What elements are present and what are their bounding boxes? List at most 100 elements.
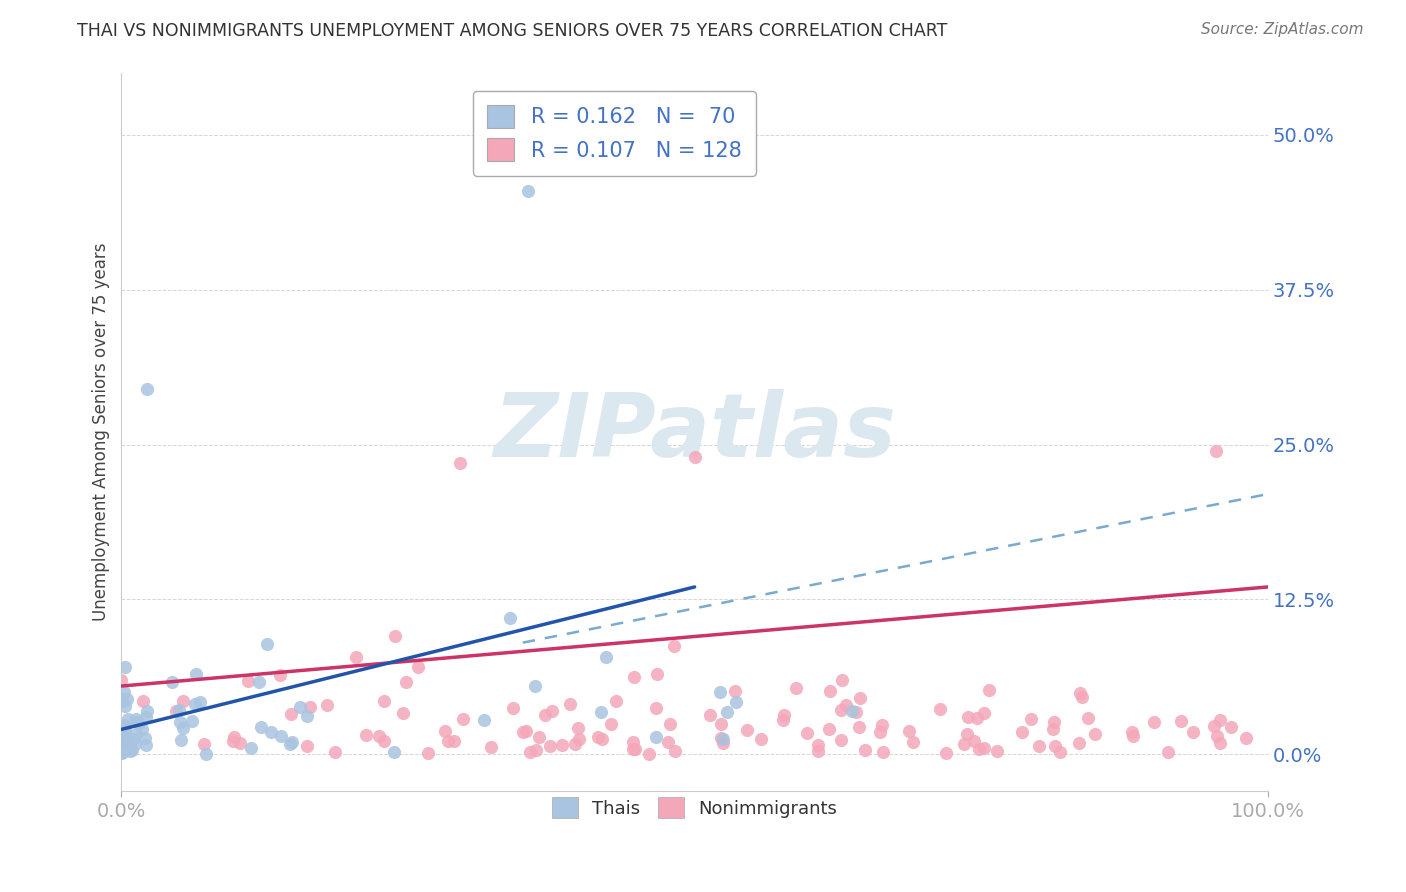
Point xyxy=(966,711,988,725)
Point xyxy=(437,733,460,747)
Point xyxy=(114,724,136,739)
Point xyxy=(621,734,644,748)
Point xyxy=(181,714,204,728)
Point xyxy=(1121,725,1143,739)
Point xyxy=(112,739,135,753)
Point xyxy=(110,736,132,750)
Point xyxy=(260,724,283,739)
Point xyxy=(644,731,666,745)
Point xyxy=(114,729,136,743)
Point xyxy=(806,744,828,758)
Point xyxy=(527,731,550,745)
Point xyxy=(870,717,893,731)
Point xyxy=(373,733,395,747)
Point xyxy=(807,739,830,753)
Point xyxy=(683,450,706,464)
Point xyxy=(172,721,194,735)
Point xyxy=(120,733,142,747)
Point xyxy=(298,700,321,714)
Point xyxy=(1157,746,1180,760)
Point xyxy=(796,726,818,740)
Point xyxy=(131,722,153,736)
Point xyxy=(929,702,952,716)
Point xyxy=(517,184,540,198)
Point xyxy=(121,732,143,747)
Point xyxy=(135,738,157,752)
Point xyxy=(1011,724,1033,739)
Point xyxy=(591,732,613,747)
Point xyxy=(986,744,1008,758)
Point xyxy=(472,713,495,727)
Point xyxy=(418,747,440,761)
Point xyxy=(247,675,270,690)
Point xyxy=(193,737,215,751)
Point xyxy=(406,659,429,673)
Point xyxy=(624,742,647,756)
Point xyxy=(1205,443,1227,458)
Point xyxy=(125,712,148,726)
Point xyxy=(519,745,541,759)
Point xyxy=(737,723,759,737)
Point xyxy=(841,704,863,718)
Point xyxy=(1069,686,1091,700)
Point xyxy=(658,717,681,731)
Point xyxy=(354,728,377,742)
Point xyxy=(1028,739,1050,754)
Point xyxy=(111,724,134,739)
Point xyxy=(124,737,146,751)
Point xyxy=(195,747,218,761)
Point xyxy=(499,611,522,625)
Point xyxy=(434,724,457,739)
Text: Source: ZipAtlas.com: Source: ZipAtlas.com xyxy=(1201,22,1364,37)
Point xyxy=(323,745,346,759)
Point xyxy=(1202,719,1225,733)
Point xyxy=(112,733,135,747)
Point xyxy=(1170,714,1192,728)
Point xyxy=(662,639,685,653)
Point xyxy=(623,669,645,683)
Point xyxy=(344,649,367,664)
Point xyxy=(595,649,617,664)
Point xyxy=(479,739,502,754)
Point xyxy=(443,733,465,747)
Point xyxy=(591,705,613,719)
Point xyxy=(538,739,561,753)
Point xyxy=(121,743,143,757)
Point xyxy=(110,737,132,751)
Text: THAI VS NONIMMIGRANTS UNEMPLOYMENT AMONG SENIORS OVER 75 YEARS CORRELATION CHART: THAI VS NONIMMIGRANTS UNEMPLOYMENT AMONG… xyxy=(77,22,948,40)
Point xyxy=(1209,713,1232,727)
Point xyxy=(1084,726,1107,740)
Point xyxy=(534,708,557,723)
Point xyxy=(638,747,661,761)
Point xyxy=(120,741,142,756)
Point xyxy=(711,731,734,746)
Point xyxy=(240,741,263,756)
Point xyxy=(278,738,301,752)
Point xyxy=(295,709,318,723)
Point xyxy=(524,743,547,757)
Y-axis label: Unemployment Among Seniors over 75 years: Unemployment Among Seniors over 75 years xyxy=(93,243,110,622)
Point xyxy=(564,737,586,751)
Point xyxy=(315,698,337,712)
Legend: Thais, Nonimmigrants: Thais, Nonimmigrants xyxy=(546,790,844,825)
Point xyxy=(270,729,292,743)
Point xyxy=(112,685,135,699)
Point xyxy=(1077,711,1099,725)
Point xyxy=(558,697,581,711)
Point xyxy=(772,713,794,727)
Point xyxy=(395,675,418,690)
Point xyxy=(835,698,858,713)
Point xyxy=(1122,729,1144,743)
Point xyxy=(645,666,668,681)
Point xyxy=(956,727,979,741)
Point xyxy=(111,694,134,708)
Point xyxy=(977,683,1000,698)
Point xyxy=(853,743,876,757)
Point xyxy=(281,735,304,749)
Point xyxy=(710,731,733,745)
Point xyxy=(236,674,259,689)
Point xyxy=(1181,724,1204,739)
Point xyxy=(956,709,979,723)
Point xyxy=(567,722,589,736)
Point xyxy=(1070,690,1092,704)
